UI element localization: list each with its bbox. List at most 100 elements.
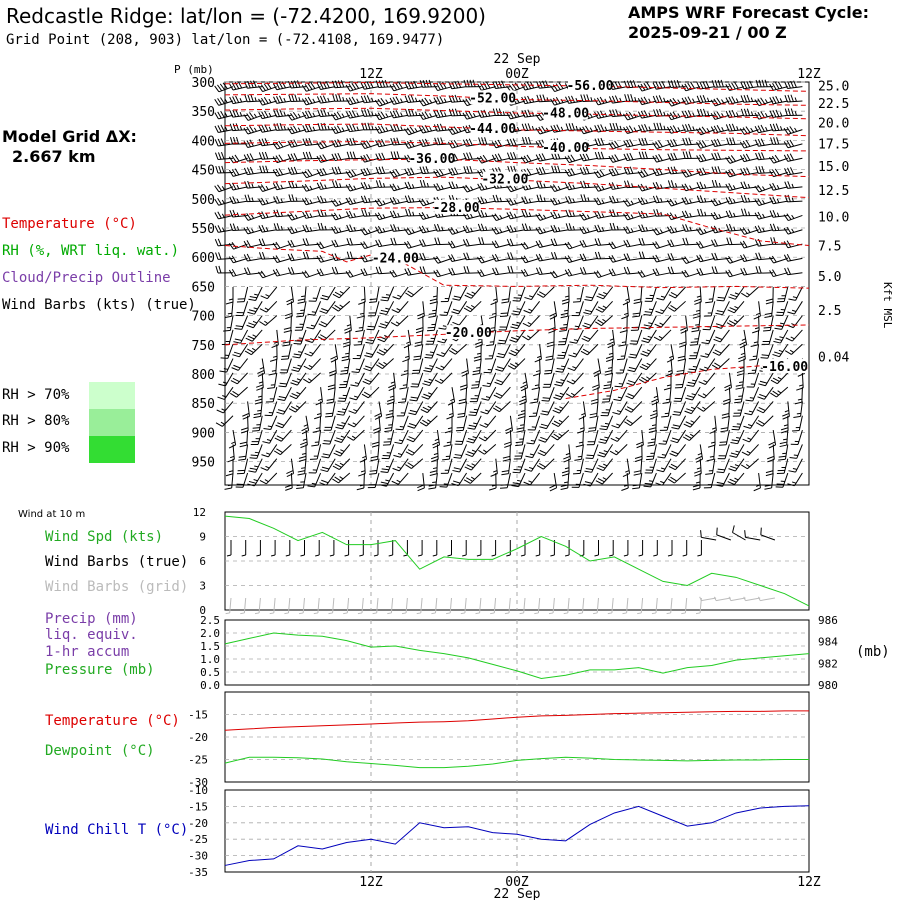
pressure-tick-label: 980 xyxy=(818,679,838,692)
wind-barb xyxy=(696,240,715,249)
wind-barb xyxy=(739,329,748,349)
wind-barb xyxy=(579,226,599,235)
wind-barb xyxy=(724,372,732,392)
surface-wind-barb-grid xyxy=(578,597,585,615)
wind-barb xyxy=(389,210,409,219)
wind-barb xyxy=(656,458,672,473)
surface-wind-barb-grid xyxy=(416,597,423,615)
height-tick-label: 20.0 xyxy=(818,116,849,131)
rh80-swatch xyxy=(89,409,135,436)
wind-barb xyxy=(272,81,292,91)
surface-wind-barb-grid xyxy=(240,597,247,615)
height-tick-label: 0.04 xyxy=(818,351,849,366)
wind-barb xyxy=(433,183,453,191)
wind-barb xyxy=(743,415,760,429)
wind-barb xyxy=(462,238,482,247)
wind-barb xyxy=(667,239,686,248)
temperature-contour-label: -48.00 xyxy=(542,107,589,122)
wind-barb xyxy=(478,429,497,442)
wind-barb xyxy=(469,387,482,403)
surface-wind-barb-true xyxy=(241,540,247,557)
wind-barb xyxy=(702,315,716,331)
wind-barb xyxy=(511,301,526,316)
wind-barb xyxy=(710,138,730,148)
wind-barb xyxy=(725,109,745,119)
wind-barb xyxy=(652,140,672,150)
wind-barb xyxy=(318,315,336,328)
wind-barb xyxy=(551,415,570,428)
wind-barb xyxy=(491,226,511,235)
wind-barb xyxy=(214,184,234,193)
wind-barb xyxy=(236,286,249,303)
wind-barb xyxy=(501,286,511,304)
wind-barb xyxy=(764,301,774,318)
wind-barb xyxy=(301,183,321,192)
model-dx-value: 2.667 km xyxy=(12,147,96,166)
surface-wind-barb-true xyxy=(623,540,629,557)
wind-barb xyxy=(294,315,307,331)
wind-barb xyxy=(348,401,365,414)
wind-barb xyxy=(413,344,424,361)
wind-barb xyxy=(365,329,380,345)
wind-barb xyxy=(614,372,628,388)
contour-label-bg xyxy=(470,90,515,105)
wind-barb xyxy=(303,358,321,370)
wind-barb xyxy=(388,372,396,392)
wind-barb xyxy=(477,109,496,118)
wind-barb xyxy=(243,166,263,176)
wind-barb xyxy=(287,80,307,89)
contour-label-bg xyxy=(543,139,588,154)
wind-barb xyxy=(302,110,321,119)
wind-barb xyxy=(506,225,526,233)
wind-barb xyxy=(773,329,789,344)
wind-barb xyxy=(627,358,643,373)
wind-barb xyxy=(753,472,761,492)
wind-barb xyxy=(452,286,468,301)
forecast-cycle-label: AMPS WRF Forecast Cycle: xyxy=(628,3,870,22)
wind-barb xyxy=(301,82,321,92)
wind-barb xyxy=(516,415,526,433)
wind-barb xyxy=(236,458,249,475)
wind-barb xyxy=(230,372,248,385)
wind-barb xyxy=(716,286,730,302)
wind-barb xyxy=(258,110,277,120)
wind-barb xyxy=(692,301,701,319)
wind-barb xyxy=(666,212,686,221)
wind-barb xyxy=(775,301,789,316)
wind-barb xyxy=(655,472,672,486)
surface-wind-barb-grid xyxy=(713,596,731,602)
wind-barb xyxy=(633,286,643,304)
wind-barb xyxy=(535,213,555,221)
wind-barb xyxy=(214,82,234,93)
wind-barb xyxy=(297,286,307,304)
temperature-contour-label: -32.00 xyxy=(481,173,528,188)
wind-barb xyxy=(301,96,321,106)
temperature-contour xyxy=(224,324,810,346)
wind-barb xyxy=(232,343,249,358)
wind-barb xyxy=(461,358,469,377)
wind-barb xyxy=(734,387,745,404)
wind-barb xyxy=(287,125,307,135)
wind-barb xyxy=(364,343,380,358)
wind-barb xyxy=(749,344,760,361)
wind-barb xyxy=(515,430,526,447)
wind-barb xyxy=(286,286,294,306)
wind-barb xyxy=(629,329,643,345)
wind-barb xyxy=(349,386,365,401)
height-tick-label: 17.5 xyxy=(818,137,849,152)
wind-barb xyxy=(287,239,307,248)
wind-barb xyxy=(672,401,687,416)
wind-barb xyxy=(258,224,277,233)
wind-barb xyxy=(507,358,526,370)
wind-barb xyxy=(757,386,774,400)
wind-barb xyxy=(486,329,497,347)
wind-barb xyxy=(331,152,350,162)
wind-barb xyxy=(744,401,760,416)
wind-barb xyxy=(794,387,803,405)
wind-barb xyxy=(306,315,322,330)
wind-barb xyxy=(550,97,569,106)
wind-barb xyxy=(528,401,541,417)
wind-barb xyxy=(371,430,380,448)
surface-wind-barb-grid xyxy=(446,597,452,615)
legend-cloud: Cloud/Precip Outline xyxy=(2,270,171,286)
